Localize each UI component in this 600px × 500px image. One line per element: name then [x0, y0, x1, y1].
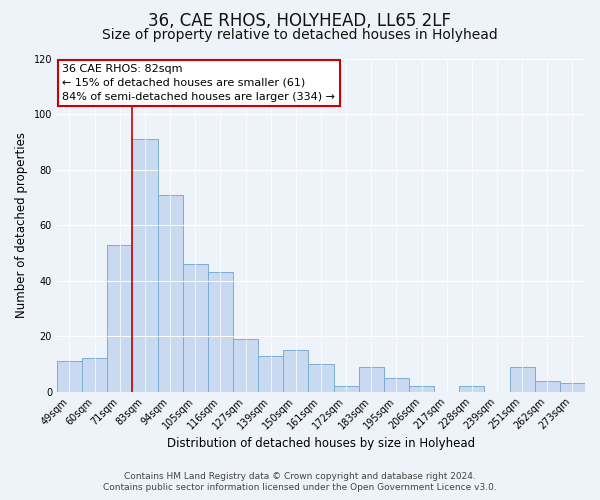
Text: 36 CAE RHOS: 82sqm
← 15% of detached houses are smaller (61)
84% of semi-detache: 36 CAE RHOS: 82sqm ← 15% of detached hou… — [62, 64, 335, 102]
Bar — [82, 358, 107, 392]
X-axis label: Distribution of detached houses by size in Holyhead: Distribution of detached houses by size … — [167, 437, 475, 450]
Bar — [133, 140, 158, 392]
Bar — [409, 386, 434, 392]
Text: Contains HM Land Registry data © Crown copyright and database right 2024.
Contai: Contains HM Land Registry data © Crown c… — [103, 472, 497, 492]
Bar — [182, 264, 208, 392]
Bar — [258, 356, 283, 392]
Bar — [334, 386, 359, 392]
Bar — [359, 366, 384, 392]
Text: Size of property relative to detached houses in Holyhead: Size of property relative to detached ho… — [102, 28, 498, 42]
Bar — [509, 366, 535, 392]
Bar — [57, 361, 82, 392]
Bar — [283, 350, 308, 392]
Bar — [308, 364, 334, 392]
Bar — [107, 244, 133, 392]
Bar — [233, 339, 258, 392]
Bar — [384, 378, 409, 392]
Bar — [535, 380, 560, 392]
Bar — [158, 195, 182, 392]
Bar — [459, 386, 484, 392]
Y-axis label: Number of detached properties: Number of detached properties — [15, 132, 28, 318]
Bar — [560, 384, 585, 392]
Text: 36, CAE RHOS, HOLYHEAD, LL65 2LF: 36, CAE RHOS, HOLYHEAD, LL65 2LF — [149, 12, 452, 30]
Bar — [208, 272, 233, 392]
